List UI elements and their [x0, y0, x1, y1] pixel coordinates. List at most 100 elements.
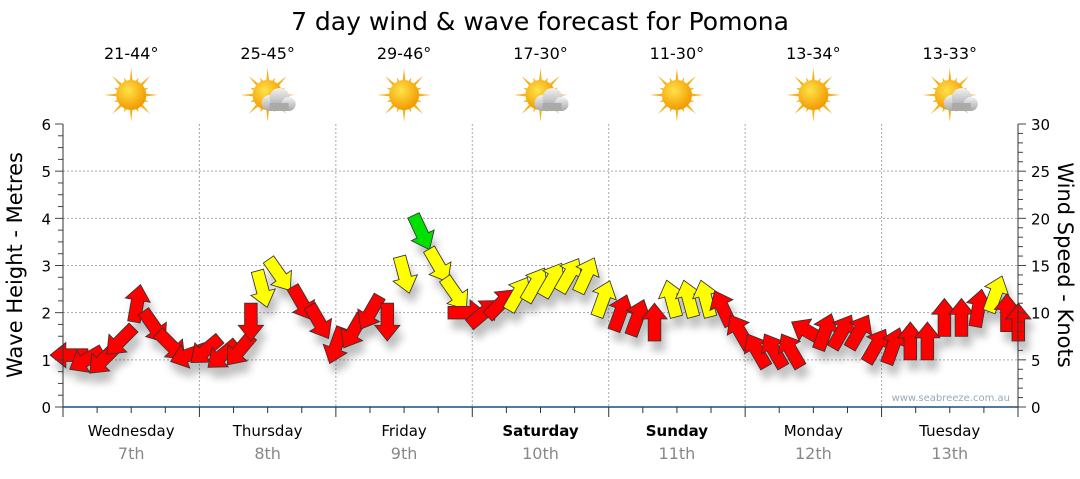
sun-ray	[412, 103, 424, 115]
wind-arrow-moderate	[572, 257, 600, 296]
day-label: Friday	[381, 422, 427, 440]
sun-icon	[104, 68, 159, 122]
sun-ray	[689, 93, 704, 97]
y2-axis-label: Wind Speed - Knots	[1053, 162, 1077, 367]
sun-ray	[649, 93, 665, 97]
y2-tick-label: 30	[1031, 116, 1050, 134]
sun-ray	[821, 103, 833, 115]
wind-arrow-strong	[843, 314, 873, 352]
sun-ray	[266, 68, 270, 83]
wind-arrow-strong	[237, 302, 265, 342]
day-label: Wednesday	[88, 422, 175, 440]
sun-ray	[402, 107, 406, 122]
y-tick-label: 6	[41, 116, 51, 134]
sun-ray	[930, 75, 942, 87]
sun-ray	[139, 75, 151, 87]
sun-disc	[389, 80, 420, 110]
wind-arrow-strong	[357, 292, 386, 330]
sun-ray	[811, 68, 815, 83]
cloud-shape	[943, 88, 978, 111]
wind-arrow-strong	[777, 333, 807, 371]
date-label: 10th	[522, 444, 559, 463]
sun-ray	[129, 107, 133, 122]
temperature-label: 13-33°	[923, 44, 978, 63]
watermark: www.seabreeze.com.au	[892, 393, 1010, 404]
sun-ray	[129, 68, 133, 83]
date-label: 9th	[391, 444, 418, 463]
wind-arrow-moderate	[590, 280, 617, 319]
day-label: Saturday	[502, 422, 579, 440]
sun-ray	[384, 103, 397, 115]
day-label: Tuesday	[918, 422, 980, 440]
wind-arrow-strong	[373, 302, 401, 342]
wind-arrow-moderate	[249, 268, 276, 308]
sun-ray	[144, 93, 159, 97]
sun-ray	[248, 75, 260, 87]
sun-ray	[948, 107, 952, 122]
sun-ray	[275, 75, 287, 87]
sun-ray	[112, 75, 124, 87]
day-label: Sunday	[646, 422, 709, 440]
cloud-part	[269, 103, 289, 111]
sun-ray	[684, 103, 697, 115]
sun-ray	[957, 75, 969, 87]
sun-icon	[649, 68, 704, 122]
temperature-label: 17-30°	[513, 44, 568, 63]
sun-ray	[786, 93, 801, 97]
day-label: Thursday	[232, 422, 303, 440]
date-label: 12th	[795, 444, 832, 463]
sun-ray	[248, 103, 260, 115]
date-label: 8th	[254, 444, 281, 463]
wind-arrow-light	[407, 212, 435, 251]
sun-ray	[548, 75, 560, 87]
wind-arrow-moderate	[438, 274, 469, 310]
y-tick-label: 3	[41, 258, 51, 276]
y-tick-label: 2	[41, 305, 51, 323]
sun-ray	[538, 68, 543, 83]
sun-ray	[521, 75, 533, 87]
wind-arrow-strong	[69, 344, 107, 373]
cloud-shape	[534, 88, 569, 111]
y-axis-label: Wave Height - Metres	[3, 152, 27, 378]
y-tick-label: 1	[41, 352, 51, 370]
cloud-shape	[261, 88, 296, 111]
y2-tick-label: 15	[1031, 258, 1050, 276]
day-label: Monday	[784, 422, 843, 440]
wind-arrow-moderate	[262, 255, 292, 291]
sun-ray	[675, 107, 679, 122]
chart-title: 7 day wind & wave forecast for Pomona	[291, 7, 789, 36]
temperature-label: 11-30°	[650, 44, 705, 63]
sun-ray	[416, 93, 432, 97]
sun-disc	[116, 80, 147, 110]
sun-ray	[513, 93, 528, 97]
y-tick-label: 4	[41, 210, 51, 228]
sun-ray	[538, 107, 543, 122]
sun-ray	[922, 93, 937, 97]
sun-ray	[794, 75, 806, 87]
sun-ray	[657, 103, 669, 115]
y2-tick-label: 25	[1031, 163, 1050, 181]
sun-ray	[930, 103, 942, 115]
cloud-part	[951, 103, 971, 111]
sun-ray	[112, 103, 124, 115]
sun-ray	[377, 93, 392, 97]
temperature-label: 29-46°	[377, 44, 432, 63]
wind-arrow-strong	[106, 322, 139, 355]
sun-ray	[684, 75, 697, 87]
sun-ray	[811, 107, 815, 122]
sun-disc	[661, 80, 692, 110]
sun-disc	[798, 80, 829, 110]
wind-arrow-moderate	[392, 254, 419, 294]
cloud-part	[542, 103, 562, 111]
sun-ray	[402, 68, 406, 83]
sun-ray	[139, 103, 151, 115]
wind-arrow-strong	[641, 302, 668, 342]
wind-arrow-strong	[207, 337, 242, 368]
wind-arrow-strong	[930, 297, 958, 337]
sun-icon	[377, 68, 432, 122]
sun-ray	[104, 93, 119, 97]
sun-icon	[786, 68, 841, 122]
wind-arrow-strong	[124, 283, 151, 324]
